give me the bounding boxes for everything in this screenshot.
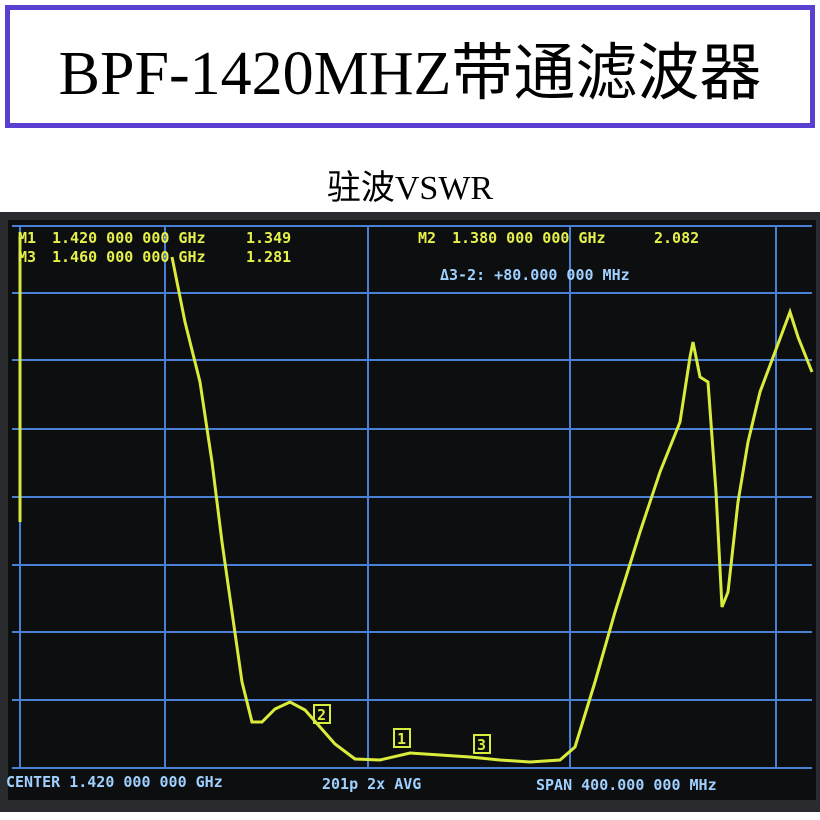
marker-tag: 2 <box>317 706 326 724</box>
marker-value: 2.082 <box>654 229 699 247</box>
title-box: BPF-1420MHZ带通滤波器 <box>5 5 815 128</box>
points: 201p 2x AVG <box>322 775 421 793</box>
screen-bg <box>8 220 816 800</box>
vswr-trace <box>170 256 814 764</box>
marker-tag-box <box>393 728 411 748</box>
marker-value: 1.281 <box>246 248 291 266</box>
marker-frequency: 1.420 000 000 GHz <box>52 229 206 247</box>
subtitle: 驻波VSWR <box>326 170 494 207</box>
marker-tag-box <box>473 734 491 754</box>
center: CENTER 1.420 000 000 GHz <box>6 773 223 791</box>
marker-label: M3 <box>18 248 36 266</box>
marker-tag: 3 <box>477 736 486 754</box>
marker-tag-box <box>313 704 331 724</box>
grid <box>12 225 812 769</box>
marker-value: 1.349 <box>246 229 291 247</box>
analyzer-screen: M1 1.420 000 000 GHz 1.349 M3 1.460 000 … <box>0 212 820 812</box>
marker-label: M2 <box>418 229 436 247</box>
title: BPF-1420MHZ带通滤波器 <box>58 39 762 108</box>
marker-frequency: 1.380 000 000 GHz <box>452 229 606 247</box>
span: SPAN 400.000 000 MHz <box>536 776 717 794</box>
marker-tag: 1 <box>397 730 406 748</box>
marker-frequency: 1.460 000 000 GHz <box>52 248 206 266</box>
delta: Δ3-2: +80.000 000 MHz <box>440 266 630 284</box>
marker-label: M1 <box>18 229 36 247</box>
